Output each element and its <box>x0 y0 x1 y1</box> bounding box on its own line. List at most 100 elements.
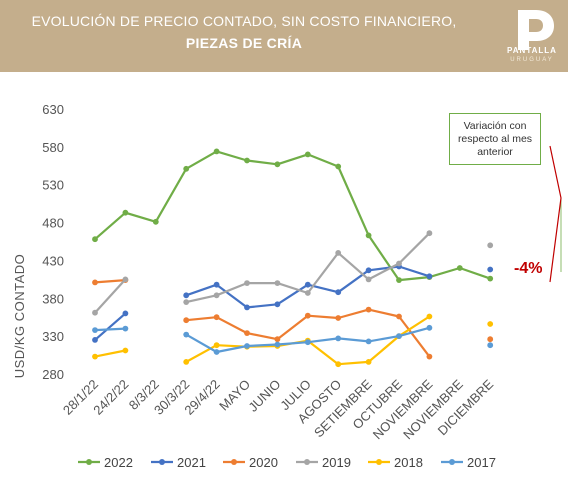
data-point <box>122 209 129 216</box>
data-point <box>274 341 281 348</box>
data-point <box>213 281 220 288</box>
data-point <box>122 310 129 317</box>
data-point <box>304 290 311 296</box>
data-point <box>122 325 129 332</box>
data-point <box>152 218 159 225</box>
data-point <box>426 324 433 331</box>
data-point <box>335 250 342 256</box>
data-point <box>426 273 433 280</box>
series-line <box>94 278 127 314</box>
series-layer <box>92 148 494 368</box>
series-2018 <box>92 313 494 368</box>
legend-label: 2017 <box>467 455 496 470</box>
legend-item-2017: 2017 <box>441 455 496 470</box>
legend-marker <box>86 459 92 465</box>
data-point <box>456 265 463 271</box>
data-point <box>365 232 372 239</box>
title-line-2: PIEZAS DE CRÍA <box>185 35 303 51</box>
data-point <box>274 161 281 168</box>
series-line <box>94 279 126 284</box>
series-line <box>94 312 127 341</box>
data-point <box>396 313 402 320</box>
data-point <box>335 289 342 296</box>
data-point <box>487 321 494 327</box>
data-point <box>122 347 129 354</box>
data-point <box>92 236 98 243</box>
x-tick-label: JUNIO <box>245 377 283 415</box>
data-point <box>274 336 281 343</box>
y-tick-label: 330 <box>42 329 64 344</box>
data-point <box>365 359 372 365</box>
legend-label: 2019 <box>322 455 351 470</box>
data-point <box>426 313 433 320</box>
data-point <box>122 276 129 283</box>
logo-subtitle: URUGUAY <box>510 57 554 63</box>
data-point <box>183 292 190 299</box>
legend-item-2018: 2018 <box>368 455 423 470</box>
data-point <box>244 157 250 164</box>
y-tick-label: 630 <box>42 102 64 117</box>
data-point <box>487 342 494 349</box>
data-point <box>244 280 250 286</box>
legend-marker <box>159 459 165 465</box>
logo-name: PANTALLA <box>507 46 557 55</box>
series-line <box>94 150 491 282</box>
data-point <box>487 336 494 343</box>
data-point <box>487 275 494 282</box>
legend-marker <box>231 459 237 465</box>
legend-marker <box>304 459 310 465</box>
data-point <box>92 309 98 316</box>
data-point <box>426 353 433 360</box>
y-tick-label: 530 <box>42 178 64 193</box>
data-point <box>274 280 281 286</box>
series-line <box>94 327 126 332</box>
series-2022 <box>92 148 494 283</box>
y-tick-label: 280 <box>42 367 64 382</box>
series-2019 <box>92 230 494 316</box>
data-point <box>92 279 98 286</box>
variation-value: -4% <box>514 260 543 277</box>
data-point <box>487 266 494 273</box>
variation-note: Variación con respecto al mes anterior <box>449 113 541 165</box>
legend-marker <box>376 459 382 465</box>
data-point <box>213 292 220 299</box>
data-point <box>396 277 402 283</box>
data-point <box>244 330 250 336</box>
data-point <box>213 314 220 321</box>
data-point <box>365 267 372 274</box>
legend-item-2019: 2019 <box>296 455 351 470</box>
pantalla-logo-icon <box>518 10 554 50</box>
legend-item-2022: 2022 <box>78 455 133 470</box>
data-point <box>213 342 220 349</box>
x-axis: 28/1/2224/2/228/3/2230/3/2229/4/22MAYOJU… <box>60 376 497 442</box>
data-point <box>335 335 342 342</box>
y-tick-label: 580 <box>42 140 64 155</box>
y-tick-label: 430 <box>42 253 64 268</box>
legend-marker <box>449 459 455 465</box>
data-point <box>183 165 190 172</box>
header-banner: EVOLUCIÓN DE PRECIO CONTADO, SIN COSTO F… <box>0 0 568 72</box>
data-point <box>304 151 311 158</box>
data-point <box>274 301 281 308</box>
legend-item-2021: 2021 <box>151 455 206 470</box>
data-point <box>183 299 190 305</box>
y-tick-label: 480 <box>42 216 64 231</box>
x-tick-label: MAYO <box>216 377 253 414</box>
data-point <box>92 327 98 333</box>
legend-label: 2022 <box>104 455 133 470</box>
data-point <box>304 339 311 346</box>
data-point <box>213 148 220 155</box>
legend-label: 2021 <box>177 455 206 470</box>
legend-item-2020: 2020 <box>223 455 278 470</box>
data-point <box>335 315 342 321</box>
legend-label: 2018 <box>394 455 423 470</box>
data-point <box>365 276 372 283</box>
series-2017 <box>92 324 494 355</box>
legend: 2022 2021 2020 2019 2018 2017 <box>78 455 496 470</box>
data-point <box>487 242 494 249</box>
data-point <box>244 304 250 311</box>
data-point <box>92 337 98 343</box>
series-line <box>94 349 126 358</box>
data-point <box>244 343 250 349</box>
data-point <box>335 163 342 170</box>
